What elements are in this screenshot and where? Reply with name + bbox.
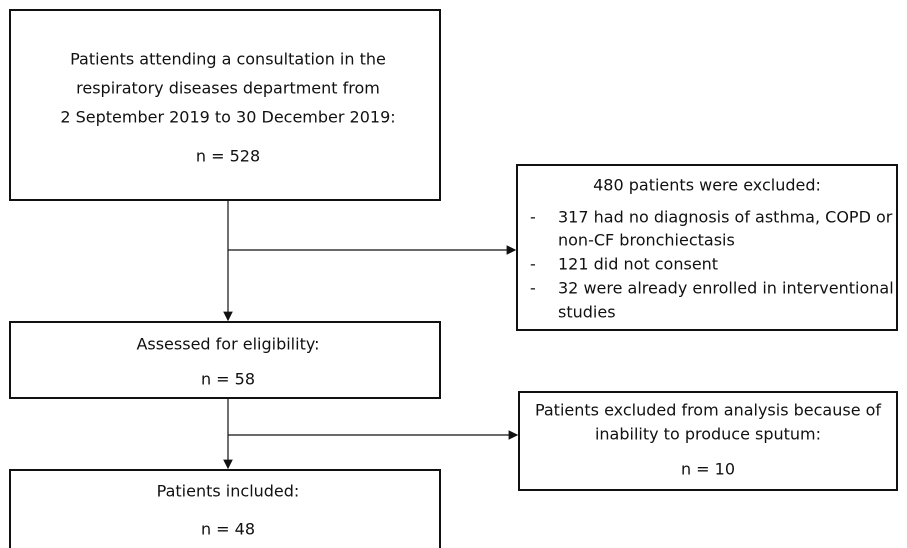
- box-count: n = 58: [201, 370, 255, 389]
- bullet: -: [530, 255, 536, 274]
- box-text: Patients included:: [157, 482, 300, 501]
- box-title: 480 patients were excluded:: [593, 176, 821, 195]
- bullet: -: [530, 208, 536, 227]
- box-count: n = 528: [196, 147, 260, 166]
- box-text: Assessed for eligibility:: [136, 335, 319, 354]
- box: [9, 9, 441, 201]
- box-count: n = 48: [201, 520, 255, 539]
- box-text: Patients attending a consultation in the: [70, 50, 386, 69]
- box-text: Patients excluded from analysis because …: [535, 401, 881, 420]
- box-text: 317 had no diagnosis of asthma, COPD or: [558, 208, 893, 227]
- box: [9, 469, 441, 548]
- box-text: 2 September 2019 to 30 December 2019:: [60, 108, 395, 127]
- box: [9, 321, 441, 399]
- box-text: studies: [558, 303, 616, 322]
- box-text: inability to produce sputum:: [595, 425, 821, 444]
- box-text: 121 did not consent: [558, 255, 718, 274]
- box-text: 32 were already enrolled in intervention…: [558, 279, 894, 298]
- box-count: n = 10: [681, 460, 735, 479]
- bullet: -: [530, 279, 536, 298]
- box: [516, 164, 898, 331]
- box-text: respiratory diseases department from: [76, 79, 380, 98]
- box: [518, 391, 898, 491]
- box-text: non-CF bronchiectasis: [558, 231, 735, 250]
